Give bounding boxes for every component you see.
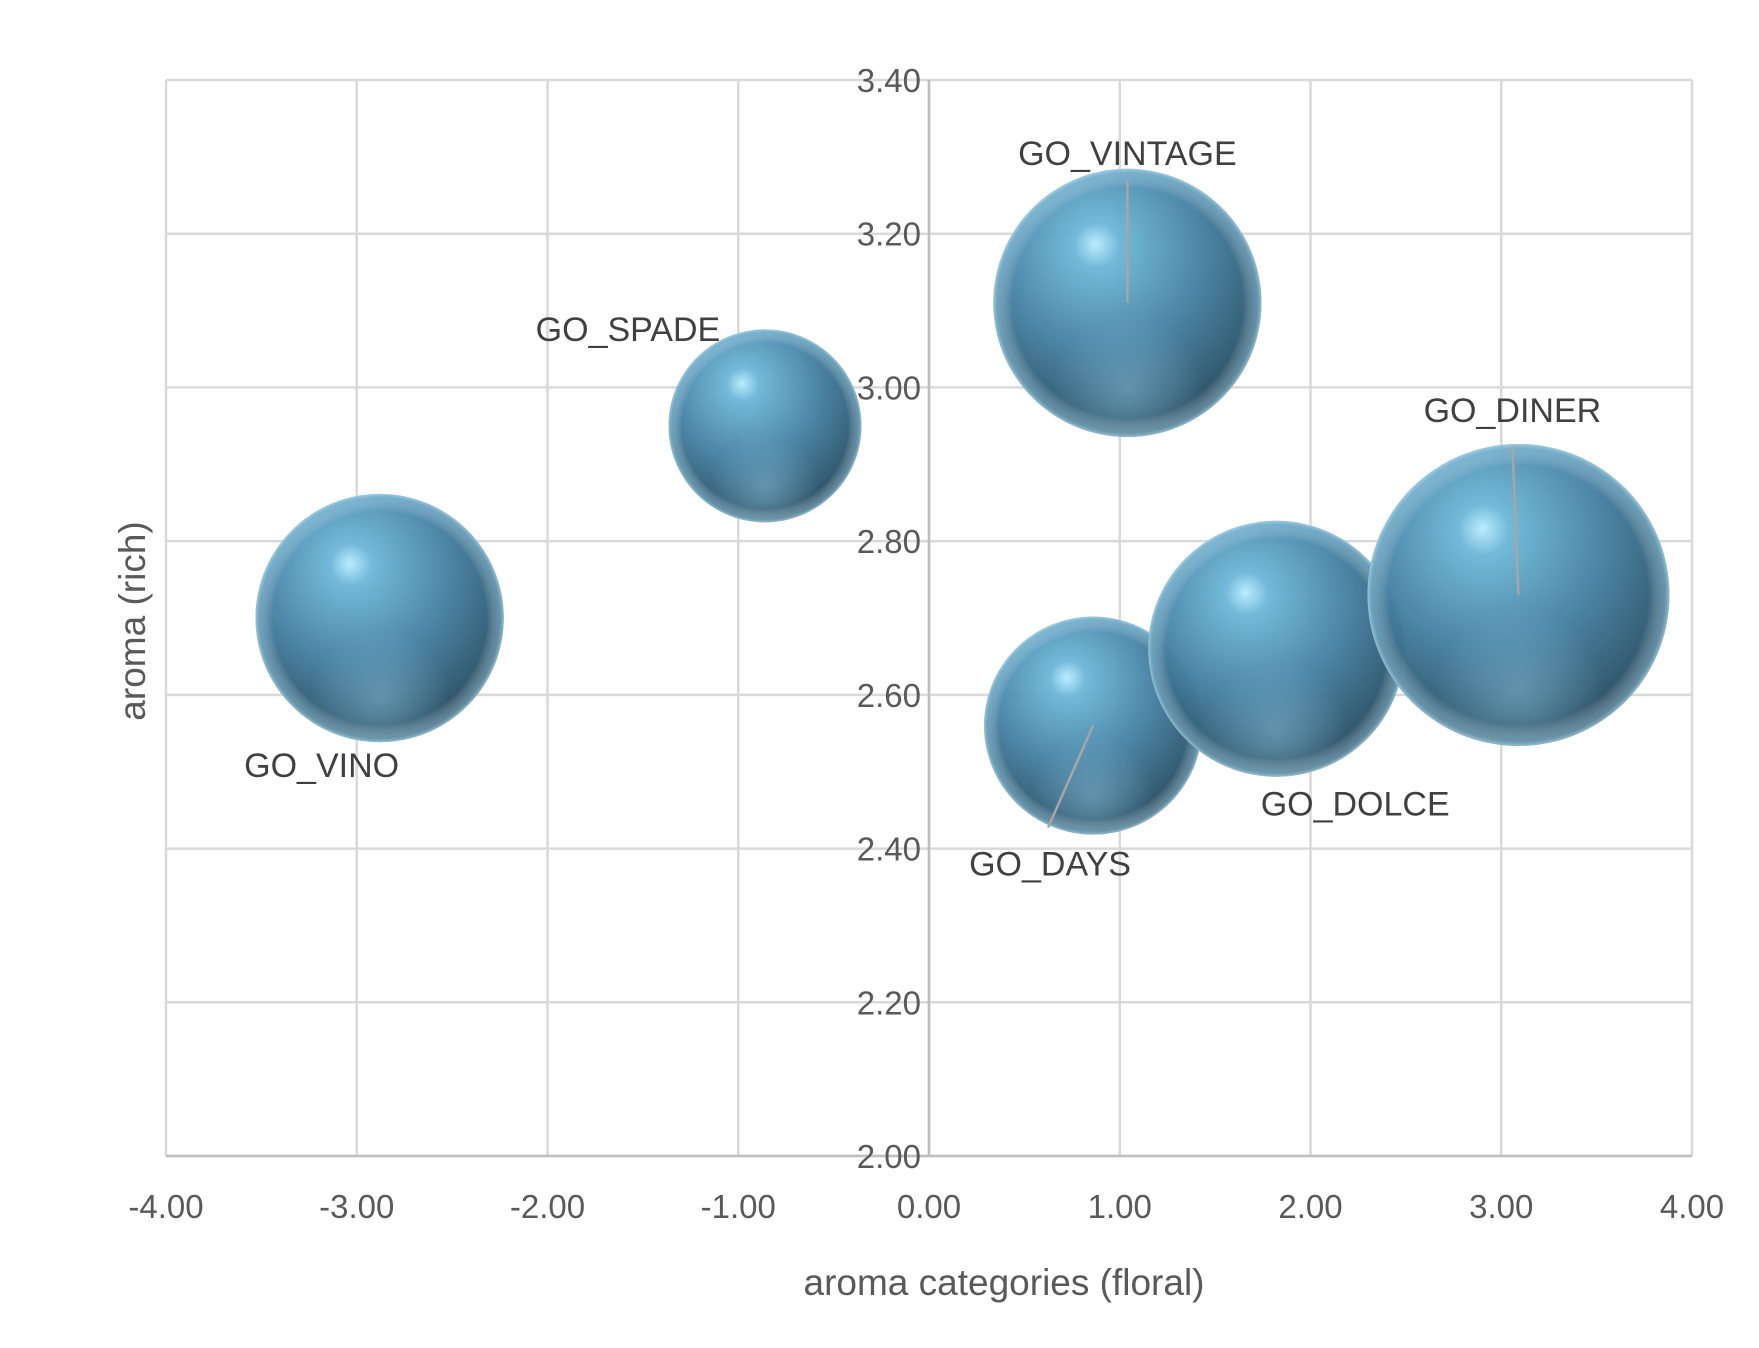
point-label: GO_DOLCE <box>1261 786 1450 824</box>
x-tick-label: 1.00 <box>1088 1188 1152 1225</box>
x-tick-label: -2.00 <box>510 1188 585 1225</box>
leader-lines <box>1046 180 1520 829</box>
axes <box>166 80 1692 1158</box>
bubble-go-vino <box>255 493 504 743</box>
tick-labels: -4.00 -3.00 -2.00 -1.00 0.00 1.00 2.00 3.00 4.00… <box>128 62 1724 1225</box>
bubble-go-dolce <box>1148 520 1405 777</box>
bubbles <box>255 168 1670 835</box>
point-label: GO_DAYS <box>969 846 1131 884</box>
y-tick-label: 2.80 <box>857 523 921 560</box>
bubble-rim <box>255 493 504 743</box>
bubble-rim <box>1148 520 1405 777</box>
y-tick-label: 3.20 <box>857 216 921 253</box>
x-tick-label: 0.00 <box>897 1188 961 1225</box>
bubble-go-vintage <box>993 168 1262 437</box>
y-tick-label: 2.60 <box>857 677 921 714</box>
leader-line <box>1046 725 1095 829</box>
bubble-go-spade <box>668 329 862 523</box>
x-axis-title: aroma categories (floral) <box>804 1262 1205 1303</box>
y-axis-title: aroma (rich) <box>112 521 153 720</box>
x-tick-label: -1.00 <box>701 1188 776 1225</box>
x-tick-label: 2.00 <box>1278 1188 1342 1225</box>
x-tick-label: 3.00 <box>1469 1188 1533 1225</box>
bubble-rim <box>668 329 862 523</box>
y-tick-label: 2.00 <box>857 1138 921 1175</box>
point-label: GO_DINER <box>1424 392 1602 430</box>
point-label: GO_SPADE <box>536 311 721 349</box>
x-tick-label: -3.00 <box>319 1188 394 1225</box>
y-tick-label: 3.40 <box>857 62 921 99</box>
y-tick-label: 2.20 <box>857 984 921 1021</box>
leader-line <box>1511 445 1520 595</box>
bubble-rim <box>993 168 1262 437</box>
x-tick-label: 4.00 <box>1660 1188 1724 1225</box>
y-tick-label: 2.40 <box>857 831 921 868</box>
point-label: GO_VINO <box>244 747 399 785</box>
x-tick-label: -4.00 <box>128 1188 203 1225</box>
y-tick-label: 3.00 <box>857 369 921 406</box>
point-label: GO_VINTAGE <box>1018 135 1237 173</box>
data-labels: GO_VINO GO_SPADE GO_VINTAGE GO_DAYS GO_DOLCE… <box>244 135 1601 884</box>
